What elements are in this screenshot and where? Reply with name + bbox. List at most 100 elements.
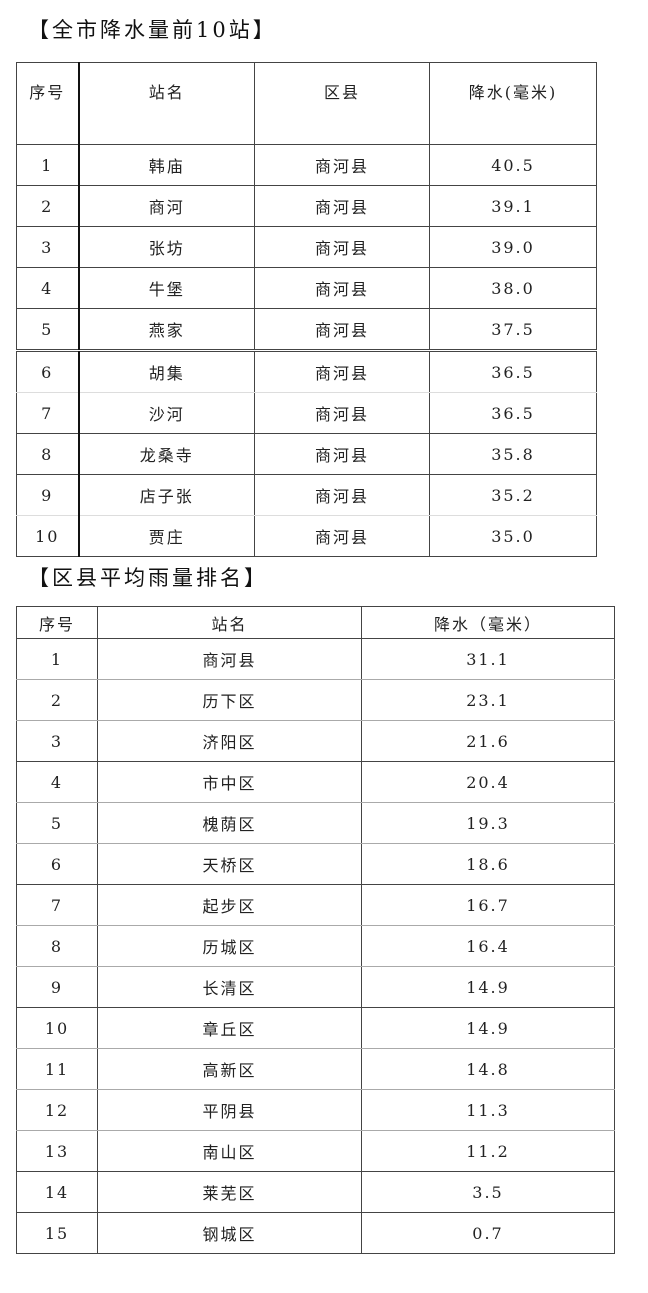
table-row: 10 贾庄 商河县 35.0 — [16, 515, 597, 557]
table-cell: 10 — [16, 515, 80, 557]
table-row: 13 南山区 11.2 — [16, 1130, 615, 1172]
table-cell: 天桥区 — [97, 843, 362, 885]
table-cell: 11 — [16, 1048, 98, 1090]
table-cell: 6 — [16, 351, 80, 393]
table-cell: 历城区 — [97, 925, 362, 967]
table-cell: 商河县 — [254, 433, 430, 475]
table-row: 8 龙桑寺 商河县 35.8 — [16, 433, 597, 475]
table-row: 2 历下区 23.1 — [16, 679, 615, 721]
table-cell: 8 — [16, 433, 80, 475]
table-cell: 6 — [16, 843, 98, 885]
table-cell: 11.3 — [361, 1089, 615, 1131]
table-cell: 南山区 — [97, 1130, 362, 1172]
table-cell: 商河县 — [254, 267, 430, 309]
section-title-top10: 【全市降水量前10站】 — [28, 18, 277, 42]
table-cell: 35.0 — [429, 515, 597, 557]
table-row: 1 商河县 31.1 — [16, 638, 615, 680]
table-cell: 21.6 — [361, 720, 615, 762]
table-cell: 13 — [16, 1130, 98, 1172]
table-cell: 商河县 — [254, 351, 430, 393]
table-row: 14 莱芜区 3.5 — [16, 1171, 615, 1213]
table-cell: 章丘区 — [97, 1007, 362, 1049]
table-row: 9 长清区 14.9 — [16, 966, 615, 1008]
table-cell: 历下区 — [97, 679, 362, 721]
table-cell: 长清区 — [97, 966, 362, 1008]
table-cell: 沙河 — [78, 392, 255, 434]
table-cell: 韩庙 — [78, 144, 255, 186]
table-cell: 16.4 — [361, 925, 615, 967]
table-cell: 3 — [16, 720, 98, 762]
table-row: 10 章丘区 14.9 — [16, 1007, 615, 1049]
header-cell: 降水(毫米) — [429, 62, 597, 145]
table-row: 11 高新区 14.8 — [16, 1048, 615, 1090]
table-cell: 1 — [16, 638, 98, 680]
table-row: 9 店子张 商河县 35.2 — [16, 474, 597, 516]
table-cell: 5 — [16, 802, 98, 844]
header-cell: 区县 — [254, 62, 430, 145]
table-cell: 槐荫区 — [97, 802, 362, 844]
table-cell: 38.0 — [429, 267, 597, 309]
table-cell: 3 — [16, 226, 80, 268]
header-cell: 序号 — [16, 62, 80, 145]
section-title-district-ranking: 【区县平均雨量排名】 — [28, 566, 268, 590]
table-cell: 胡集 — [78, 351, 255, 393]
table-row: 3 济阳区 21.6 — [16, 720, 615, 762]
table-row: 7 沙河 商河县 36.5 — [16, 392, 597, 434]
table-cell: 燕家 — [78, 308, 255, 350]
table-header-row: 序号 站名 降水（毫米） — [16, 606, 615, 639]
table-cell: 10 — [16, 1007, 98, 1049]
top10-table-part2: 6 胡集 商河县 36.5 7 沙河 商河县 36.5 8 龙桑寺 商河县 35.8 9 店子张 商河县 35… — [16, 351, 597, 557]
table-row: 5 燕家 商河县 37.5 — [16, 308, 597, 350]
table-cell: 7 — [16, 884, 98, 926]
table-cell: 16.7 — [361, 884, 615, 926]
table-cell: 14.8 — [361, 1048, 615, 1090]
table-cell: 15 — [16, 1212, 98, 1254]
table-cell: 23.1 — [361, 679, 615, 721]
table-cell: 商河县 — [254, 144, 430, 186]
table-row: 2 商河 商河县 39.1 — [16, 185, 597, 227]
table-cell: 起步区 — [97, 884, 362, 926]
table-row: 7 起步区 16.7 — [16, 884, 615, 926]
table-cell: 济阳区 — [97, 720, 362, 762]
table-row: 5 槐荫区 19.3 — [16, 802, 615, 844]
table-row: 6 胡集 商河县 36.5 — [16, 351, 597, 393]
table-cell: 35.2 — [429, 474, 597, 516]
table-row: 4 牛堡 商河县 38.0 — [16, 267, 597, 309]
header-cell: 序号 — [16, 606, 98, 639]
table-cell: 商河县 — [254, 226, 430, 268]
table-cell: 商河县 — [254, 392, 430, 434]
table-row: 8 历城区 16.4 — [16, 925, 615, 967]
table-cell: 39.0 — [429, 226, 597, 268]
table-cell: 18.6 — [361, 843, 615, 885]
table-cell: 贾庄 — [78, 515, 255, 557]
top10-table-part1: 序号 站名 区县 降水(毫米) 1 韩庙 商河县 40.5 2 商河 商河县 39.1 3 张坊商… — [16, 62, 597, 350]
table-cell: 39.1 — [429, 185, 597, 227]
table-cell: 店子张 — [78, 474, 255, 516]
table-cell: 0.7 — [361, 1212, 615, 1254]
table-cell: 高新区 — [97, 1048, 362, 1090]
table-cell: 20.4 — [361, 761, 615, 803]
table-cell: 1 — [16, 144, 80, 186]
table-cell: 市中区 — [97, 761, 362, 803]
table-cell: 11.2 — [361, 1130, 615, 1172]
table-cell: 商河县 — [254, 474, 430, 516]
table-row: 15 钢城区 0.7 — [16, 1212, 615, 1254]
table-cell: 2 — [16, 185, 80, 227]
table-cell: 7 — [16, 392, 80, 434]
table-cell: 4 — [16, 761, 98, 803]
table-cell: 2 — [16, 679, 98, 721]
table-row: 1 韩庙 商河县 40.5 — [16, 144, 597, 186]
table-cell: 36.5 — [429, 392, 597, 434]
table-cell: 14.9 — [361, 966, 615, 1008]
header-cell: 站名 — [78, 62, 255, 145]
table-cell: 牛堡 — [78, 267, 255, 309]
table-cell: 商河县 — [254, 515, 430, 557]
table-cell: 9 — [16, 966, 98, 1008]
table-cell: 14.9 — [361, 1007, 615, 1049]
table-row: 4 市中区 20.4 — [16, 761, 615, 803]
table-cell: 36.5 — [429, 351, 597, 393]
table-cell: 9 — [16, 474, 80, 516]
table-cell: 5 — [16, 308, 80, 350]
table-cell: 商河县 — [97, 638, 362, 680]
table-row: 3 张坊 商河县 39.0 — [16, 226, 597, 268]
